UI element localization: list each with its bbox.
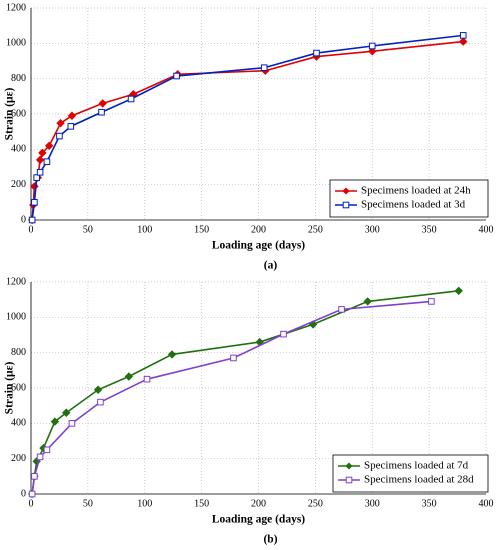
x-tick-label: 350	[422, 498, 437, 509]
marker	[28, 216, 36, 224]
chart: 0 200 400 600 800 1000 1200 0 50 100 150 200 250 300 3…	[4, 2, 494, 271]
y-tick-label: 0	[21, 488, 26, 499]
y-tick-label: 400	[11, 144, 26, 155]
marker	[31, 473, 38, 480]
y-tick-label: 400	[11, 418, 26, 429]
marker	[173, 72, 180, 80]
x-tick-label: 250	[308, 498, 323, 509]
x-tick-label: 400	[479, 224, 494, 235]
marker	[338, 306, 345, 313]
y-tick-label: 1000	[6, 312, 26, 323]
marker	[93, 385, 103, 394]
marker	[143, 375, 151, 383]
legend-box	[329, 179, 489, 218]
marker	[368, 42, 376, 50]
x-tick-label: 0	[29, 224, 34, 235]
x-axis-label: Loading age (days)	[212, 240, 305, 252]
marker	[167, 350, 177, 359]
y-tick-label: 200	[11, 179, 26, 190]
legend-marker	[345, 476, 353, 484]
y-tick-label: 200	[11, 453, 26, 464]
y-axis-label: Strain (με)	[4, 88, 16, 141]
marker	[50, 417, 60, 426]
marker	[98, 108, 105, 116]
marker	[38, 148, 47, 158]
marker	[67, 123, 75, 130]
marker	[33, 174, 40, 181]
marker	[44, 141, 54, 151]
marker	[363, 297, 372, 306]
x-tick-label: 300	[365, 224, 380, 235]
legend-label: Specimens loaded at 28d	[364, 474, 474, 486]
legend-box	[332, 454, 489, 493]
marker	[67, 111, 77, 120]
marker	[62, 408, 71, 417]
marker	[260, 64, 268, 72]
marker	[127, 95, 135, 103]
legend-label: Specimens loaded at 7d	[364, 460, 469, 472]
x-tick-label: 100	[137, 498, 152, 509]
marker	[313, 49, 320, 57]
x-tick-label: 50	[83, 498, 93, 509]
legend-label: Specimens loaded at 3d	[361, 199, 466, 211]
x-tick-label: 350	[422, 224, 437, 235]
x-axis-label: Loading age (days)	[212, 514, 305, 526]
y-tick-label: 800	[11, 73, 26, 84]
marker	[97, 398, 104, 406]
marker	[98, 99, 107, 108]
marker	[56, 132, 63, 140]
y-tick-label: 800	[11, 347, 26, 358]
marker	[459, 32, 467, 39]
y-tick-label: 1200	[6, 276, 26, 287]
y-tick-label: 1000	[6, 38, 26, 49]
marker	[124, 372, 134, 381]
x-tick-label: 100	[137, 224, 152, 235]
x-tick-label: 0	[29, 498, 34, 509]
y-tick-label: 1200	[6, 2, 26, 13]
y-tick-label: 0	[21, 214, 26, 225]
subfigure-label: (b)	[263, 534, 277, 546]
x-tick-label: 200	[251, 224, 266, 235]
marker	[459, 37, 468, 46]
marker	[56, 118, 65, 128]
x-tick-label: 150	[194, 498, 209, 509]
y-axis-label: Strain (με)	[4, 362, 16, 415]
marker	[68, 420, 76, 427]
subfigure-label: (a)	[264, 260, 278, 272]
x-tick-label: 250	[308, 224, 323, 235]
y-tick-label: 600	[11, 108, 26, 119]
x-tick-label: 50	[83, 224, 93, 235]
legend-marker	[342, 201, 350, 209]
marker	[368, 47, 377, 56]
x-tick-label: 400	[479, 498, 494, 509]
marker	[230, 354, 237, 362]
x-tick-label: 300	[365, 498, 380, 509]
marker	[35, 155, 45, 165]
marker	[280, 330, 287, 338]
marker	[43, 158, 51, 165]
x-tick-label: 150	[194, 224, 209, 235]
marker	[454, 286, 463, 296]
marker	[428, 298, 435, 305]
marker	[28, 490, 36, 498]
marker	[31, 199, 38, 206]
legend-marker	[345, 462, 353, 470]
marker	[36, 169, 44, 176]
marker	[36, 453, 44, 461]
y-tick-label: 600	[11, 382, 26, 393]
legend-marker	[342, 187, 350, 195]
x-tick-label: 200	[251, 498, 266, 509]
chart: 0 200 400 600 800 1000 1200 0 50 100 150 200 250 300 3…	[4, 276, 494, 545]
legend-label: Specimens loaded at 24h	[361, 185, 471, 197]
marker	[43, 446, 51, 454]
